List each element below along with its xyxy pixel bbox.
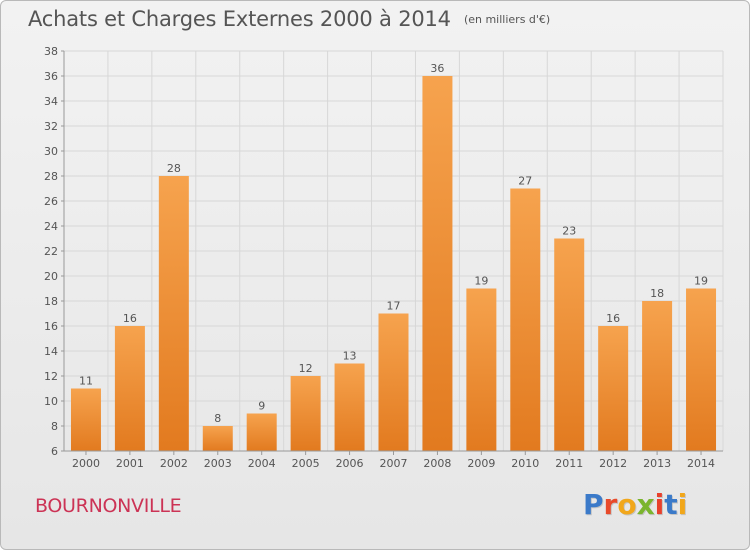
x-tick-label: 2013 <box>643 457 671 470</box>
bar-2000 <box>70 388 101 451</box>
title-block: Achats et Charges Externes 2000 à 2014 (… <box>28 7 550 31</box>
data-labels: 11 16 28 8 9 12 13 17 36 19 27 23 16 18 19 <box>79 62 708 425</box>
x-tick-label: 2010 <box>511 457 539 470</box>
data-label: 11 <box>79 375 93 388</box>
data-label: 16 <box>123 312 137 325</box>
y-tick-label: 34 <box>44 95 58 108</box>
x-tick-label: 2012 <box>599 457 627 470</box>
logo-letter: o <box>617 488 637 521</box>
y-tick-label: 8 <box>51 420 58 433</box>
data-label: 28 <box>167 162 181 175</box>
data-label: 17 <box>387 300 401 313</box>
data-label: 19 <box>694 275 708 288</box>
x-tick-label: 2003 <box>204 457 232 470</box>
x-tick-label: 2006 <box>336 457 364 470</box>
bar-2004 <box>246 413 277 451</box>
bar-2010 <box>510 188 541 451</box>
chart-subtitle: (en milliers d'€) <box>463 13 551 26</box>
x-tick-label: 2004 <box>248 457 276 470</box>
bar-2003 <box>202 426 233 451</box>
y-tick-label: 28 <box>44 170 58 183</box>
y-tick-label: 24 <box>44 220 58 233</box>
x-tick-label: 2008 <box>423 457 451 470</box>
x-tick-label: 2007 <box>380 457 408 470</box>
x-tick-label: 2005 <box>292 457 320 470</box>
commune-name: BOURNONVILLE <box>35 495 182 517</box>
logo-letter: i <box>677 488 688 521</box>
data-label: 9 <box>258 400 265 413</box>
x-tick-label: 2000 <box>72 457 100 470</box>
y-tick-label: 20 <box>44 270 58 283</box>
data-label: 8 <box>214 412 221 425</box>
bar-2006 <box>334 363 365 451</box>
x-tick-label: 2009 <box>467 457 495 470</box>
bar-2012 <box>598 326 629 451</box>
y-tick-label: 36 <box>44 70 58 83</box>
axes: 6 8 10 12 14 16 18 20 22 24 26 28 30 32 34 36 38 2000 2001… <box>44 45 723 470</box>
bar-2013 <box>642 301 673 451</box>
logo-letter: P <box>583 488 604 521</box>
y-tick-label: 32 <box>44 120 58 133</box>
chart-title: Achats et Charges Externes 2000 à 2014 <box>28 7 451 31</box>
logo-letter: t <box>664 488 678 521</box>
bar-2009 <box>466 288 497 451</box>
y-tick-label: 22 <box>44 245 58 258</box>
y-tick-label: 26 <box>44 195 58 208</box>
bar-2008 <box>422 76 453 451</box>
y-tick-label: 38 <box>44 45 58 58</box>
bar-2014 <box>686 288 717 451</box>
data-label: 12 <box>299 362 313 375</box>
y-tick-label: 10 <box>44 395 58 408</box>
x-tick-label: 2001 <box>116 457 144 470</box>
bar-2002 <box>158 176 189 451</box>
y-tick-label: 30 <box>44 145 58 158</box>
logo-letter: x <box>636 488 655 521</box>
data-label: 16 <box>606 312 620 325</box>
y-tick-label: 12 <box>44 370 58 383</box>
data-label: 18 <box>650 287 664 300</box>
bar-2005 <box>290 376 321 451</box>
data-label: 36 <box>430 62 444 75</box>
x-tick-label: 2014 <box>687 457 715 470</box>
logo-letter: i <box>654 488 665 521</box>
x-tick-label: 2011 <box>555 457 583 470</box>
bars <box>70 76 717 451</box>
data-label: 27 <box>518 175 532 188</box>
y-tick-label: 18 <box>44 295 58 308</box>
x-tick-label: 2002 <box>160 457 188 470</box>
bar-2011 <box>554 238 585 451</box>
bar-2001 <box>114 326 145 451</box>
y-tick-label: 16 <box>44 320 58 333</box>
data-label: 23 <box>562 225 576 238</box>
logo-letter: r <box>603 488 618 521</box>
proxiti-logo: Proxiti <box>583 488 687 521</box>
data-label: 13 <box>343 350 357 363</box>
data-label: 19 <box>474 275 488 288</box>
y-tick-label: 6 <box>51 445 58 458</box>
y-tick-label: 14 <box>44 345 58 358</box>
bar-2007 <box>378 313 409 451</box>
